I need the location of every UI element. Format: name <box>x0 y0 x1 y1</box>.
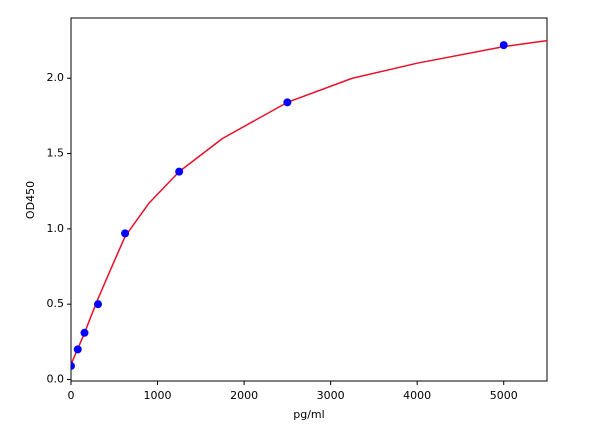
y-tick-label: 1.0 <box>47 222 65 235</box>
data-point <box>121 229 130 238</box>
x-tick-label: 1000 <box>144 389 172 402</box>
data-point <box>175 167 184 176</box>
x-axis-label: pg/ml <box>293 408 324 421</box>
data-point <box>80 328 89 337</box>
y-tick-label: 0.0 <box>47 372 65 385</box>
y-tick-label: 1.5 <box>47 147 65 160</box>
x-tick-label: 0 <box>68 389 75 402</box>
x-tick-label: 3000 <box>317 389 345 402</box>
x-tick-label: 4000 <box>403 389 431 402</box>
x-tick-label: 5000 <box>490 389 518 402</box>
data-point <box>71 361 75 370</box>
plot-frame <box>70 17 548 382</box>
y-axis-label: OD450 <box>24 181 37 219</box>
data-point <box>499 41 508 50</box>
y-tick-label: 2.0 <box>47 71 65 84</box>
x-tick-label: 2000 <box>230 389 258 402</box>
data-point <box>73 345 82 354</box>
fit-curve <box>70 39 548 365</box>
data-point <box>94 300 103 309</box>
data-point <box>283 98 292 107</box>
y-tick-label: 0.5 <box>47 297 65 310</box>
